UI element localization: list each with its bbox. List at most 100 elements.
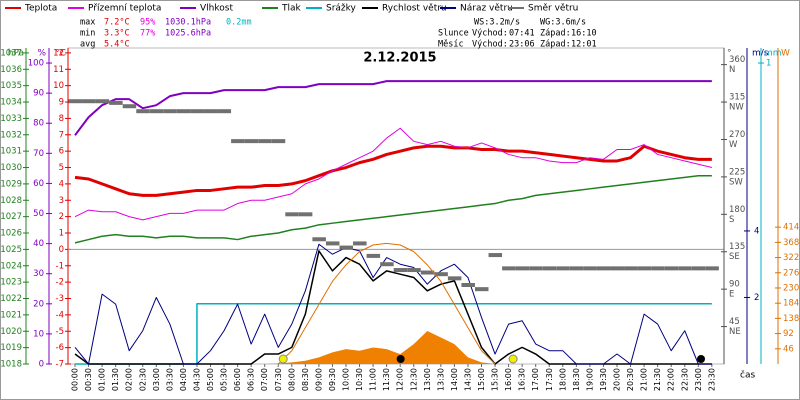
y-tick-label: 1025 (0, 245, 22, 255)
x-tick-label: 11:30 (382, 368, 391, 391)
x-tick-label: 19:00 (585, 368, 594, 391)
x-tick-label: 12:30 (409, 368, 418, 391)
x-tick-label: 09:00 (314, 368, 323, 391)
y-tick-label: 322 (783, 253, 799, 263)
x-tick-label: 11:00 (369, 368, 378, 391)
legend-label: Vlhkost (200, 4, 233, 14)
direction-dot (691, 266, 706, 271)
y-tick-label: -2 (56, 278, 64, 288)
legend-label: Teplota (24, 4, 57, 14)
y-tick-label: 11 (53, 65, 64, 75)
direction-dot (271, 139, 286, 144)
direction-dot (420, 270, 435, 275)
compass-label: SW (729, 177, 743, 187)
y-tick-label: -5 (56, 327, 64, 337)
y-tick-label: 1026 (0, 229, 22, 239)
compass-label: NW (729, 103, 744, 113)
series-line (74, 144, 712, 197)
x-tick-label: 14:00 (450, 368, 459, 391)
x-tick-label: 07:00 (260, 368, 269, 391)
x-tick-label: 14:30 (463, 368, 472, 391)
solar-area (75, 330, 712, 364)
astro-label: Východ: (472, 29, 508, 39)
y-tick-label: 30 (33, 269, 44, 279)
x-tick-label: 19:30 (599, 368, 608, 391)
x-tick-label: 00:30 (84, 368, 93, 391)
direction-dot (488, 253, 503, 258)
y-tick-label: 0 (39, 360, 44, 370)
direction-dot (366, 253, 381, 258)
x-tick-label: 03:00 (152, 368, 161, 391)
direction-dot (393, 268, 408, 273)
stat-text: 95% (140, 18, 155, 28)
y-tick-label: 1030 (0, 163, 22, 173)
x-tick-label: 16:00 (504, 368, 513, 391)
chart-title: 2.12.2015 (363, 51, 436, 66)
legend-label: Tlak (281, 4, 302, 14)
x-tick-label: 06:30 (247, 368, 256, 391)
y-tick-label: 4 (59, 179, 64, 189)
y-tick-label: 10 (53, 81, 64, 91)
y-tick-label: 315 (729, 93, 745, 103)
y-tick-label: 9 (59, 98, 64, 108)
y-tick-label: 50 (33, 209, 44, 219)
y-tick-label: 1028 (0, 196, 22, 206)
y-tick-label: -3 (56, 294, 64, 304)
x-tick-label: 20:30 (626, 368, 635, 391)
y-tick-label: 80 (33, 119, 44, 129)
sun-marker (508, 354, 518, 364)
direction-dot (461, 283, 475, 287)
y-tick-label: -4 (56, 310, 64, 320)
x-tick-label: 18:30 (572, 368, 581, 391)
series-line (74, 80, 712, 136)
direction-dot (664, 266, 679, 271)
legend-label: Srážky (326, 4, 357, 14)
x-tick-label: 18:00 (558, 368, 567, 391)
direction-dot (434, 272, 448, 277)
y-tick-label: 180 (729, 205, 745, 215)
x-tick-label: 15:30 (491, 368, 500, 391)
y-tick-label: 1036 (0, 65, 22, 75)
compass-label: S (729, 215, 734, 225)
x-tick-label: 02:00 (125, 368, 134, 391)
sun-marker (278, 354, 288, 364)
y-tick-label: 230 (783, 283, 799, 293)
moon-marker (697, 355, 706, 363)
direction-dot (475, 287, 489, 292)
direction-dot (515, 266, 530, 271)
y-tick-label: 46 (783, 344, 794, 354)
x-tick-label: 13:00 (423, 368, 432, 391)
stat-text: 0.2mm (226, 18, 252, 28)
x-tick-label: 03:30 (165, 368, 174, 391)
x-tick-label: 07:30 (274, 368, 283, 391)
astro-label: Západ: (540, 29, 571, 39)
x-tick-label: 09:30 (328, 368, 337, 391)
astro-label: Slunce (438, 29, 469, 39)
y-tick-label: -7 (56, 360, 64, 370)
x-tick-label: 01:00 (98, 368, 107, 391)
astro-time: 16:10 (571, 29, 597, 39)
y-tick-label: 1024 (0, 261, 22, 271)
stat-text: 1030.1hPa (165, 18, 211, 28)
y-tick-label: 1022 (0, 294, 22, 304)
stat-text: 5.4°C (104, 40, 130, 50)
y-tick-label: 40 (33, 239, 44, 249)
x-tick-label: 16:30 (518, 368, 527, 391)
direction-dot (339, 245, 353, 250)
compass-label: SE (729, 252, 740, 262)
direction-dot (258, 139, 272, 144)
astro-time: 07:41 (509, 29, 535, 39)
y-tick-label: 1019 (0, 343, 22, 353)
direction-dot (407, 268, 421, 273)
y-tick-label: 135 (729, 242, 745, 252)
direction-dot (149, 109, 164, 114)
x-tick-label: 23:30 (707, 368, 716, 391)
y-tick-label: 368 (783, 238, 799, 248)
direction-dot (610, 266, 624, 271)
x-tick-label: 15:00 (477, 368, 486, 391)
x-tick-label: 20:00 (613, 368, 622, 391)
x-tick-label: 17:00 (531, 368, 540, 391)
x-tick-label: 00:00 (71, 368, 80, 391)
stat-text: 3.3°C (104, 29, 130, 39)
y-tick-label: -6 (56, 343, 64, 353)
